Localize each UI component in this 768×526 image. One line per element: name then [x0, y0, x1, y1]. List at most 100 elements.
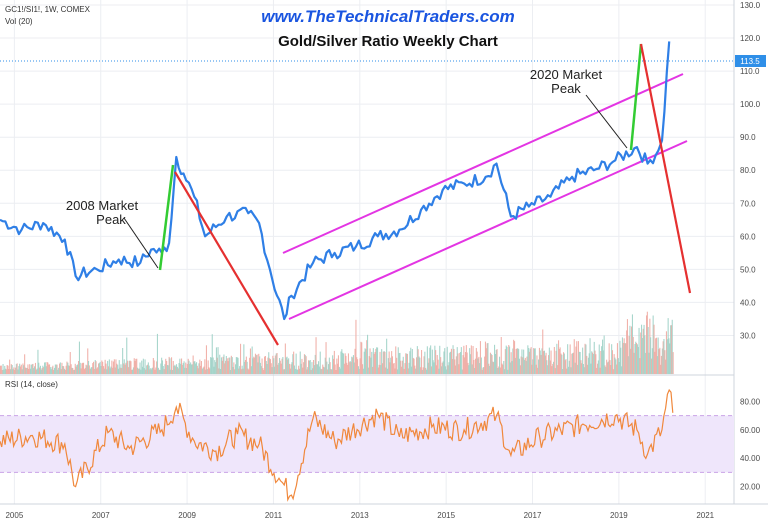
volume-bar [560, 353, 562, 374]
volume-bar [327, 369, 329, 374]
volume-bar [19, 366, 21, 374]
volume-bar [255, 355, 257, 374]
volume-bar [600, 351, 602, 374]
volume-bar [496, 349, 498, 374]
volume-bar [318, 361, 320, 374]
volume-bar [200, 365, 202, 374]
volume-bar [323, 366, 325, 374]
volume-bar [606, 359, 608, 374]
volume-bar [342, 353, 344, 374]
volume-bar [604, 365, 606, 374]
volume-bar [611, 344, 613, 374]
volume-bar [437, 359, 439, 374]
volume-bar [59, 362, 61, 374]
volume-bar [319, 351, 321, 374]
volume-bar [456, 347, 458, 374]
volume-bar [15, 364, 17, 374]
volume-bar [85, 364, 87, 374]
volume-bar [58, 367, 60, 374]
volume-bar [444, 348, 446, 374]
volume-bar [161, 360, 163, 374]
volume-bar [582, 364, 584, 374]
volume-bar [147, 364, 149, 374]
volume-bar [420, 367, 422, 374]
volume-bar [529, 348, 531, 374]
volume-bar [479, 363, 481, 374]
volume-bar [106, 369, 108, 374]
volume-bar [196, 362, 198, 374]
volume-bar [475, 348, 477, 374]
volume-bar [179, 358, 181, 374]
volume-bar [352, 355, 354, 374]
volume-bar [164, 364, 166, 374]
volume-bar [670, 325, 672, 374]
price-tick-label: 40.0 [740, 298, 756, 307]
volume-bar [520, 356, 522, 374]
volume-bar [375, 348, 377, 374]
volume-bar [206, 369, 208, 374]
volume-bar [418, 356, 420, 374]
volume-bar [404, 363, 406, 374]
volume-bar [558, 349, 560, 374]
volume-bar [217, 347, 219, 374]
rsi-tick-label: 80.00 [740, 397, 761, 406]
volume-bar [543, 350, 545, 374]
volume-bar [507, 369, 509, 374]
volume-bar [290, 364, 292, 374]
volume-bar [277, 364, 279, 374]
volume-bar [663, 339, 665, 374]
volume-bar [523, 359, 525, 374]
volume-bar [612, 369, 614, 374]
volume-bar [511, 361, 513, 374]
volume-bar [61, 362, 63, 374]
volume-bar [107, 360, 109, 374]
volume-bar [491, 355, 493, 374]
volume-bar [247, 368, 249, 374]
volume-bar [463, 345, 465, 374]
volume-bar [31, 364, 33, 374]
volume-bar [641, 338, 643, 374]
volume-bar [440, 366, 442, 374]
volume-bar [347, 364, 349, 374]
volume-bar [64, 369, 66, 374]
volume-bar [372, 348, 374, 374]
volume-bar [333, 350, 335, 374]
volume-bar [207, 360, 209, 374]
volume-bar [196, 365, 198, 374]
volume-bar [668, 338, 670, 374]
volume-bar [282, 357, 284, 374]
volume-bar [550, 350, 552, 374]
volume-bar [445, 369, 447, 374]
volume-bar [406, 353, 408, 374]
volume-bar [646, 315, 648, 374]
volume-bar [659, 347, 661, 374]
volume-bar [620, 347, 622, 374]
volume-bar [535, 364, 537, 374]
volume-bar [248, 369, 250, 374]
volume-bar [422, 367, 424, 374]
volume-bar [163, 369, 165, 374]
volume-bar [69, 352, 71, 374]
volume-bar [514, 357, 516, 374]
volume-bar [95, 361, 97, 374]
volume-bar [454, 359, 456, 374]
volume-bar [518, 349, 520, 374]
volume-bar [254, 357, 256, 374]
volume-bar [458, 364, 460, 374]
volume-bar [1, 370, 3, 374]
volume-bar [388, 351, 390, 374]
volume-bar [524, 357, 526, 374]
volume-bar [470, 354, 472, 374]
volume-bar [271, 367, 273, 374]
volume-bar [180, 363, 182, 374]
volume-bar [523, 349, 525, 374]
volume-bar [581, 363, 583, 374]
volume-bar [84, 367, 86, 374]
volume-bar [465, 352, 467, 374]
rsi-label: RSI (14, close) [5, 380, 58, 389]
volume-bar [345, 355, 347, 374]
volume-bar [391, 351, 393, 374]
volume-bar [270, 363, 272, 374]
volume-bar [249, 348, 251, 374]
volume-bar [635, 341, 637, 374]
